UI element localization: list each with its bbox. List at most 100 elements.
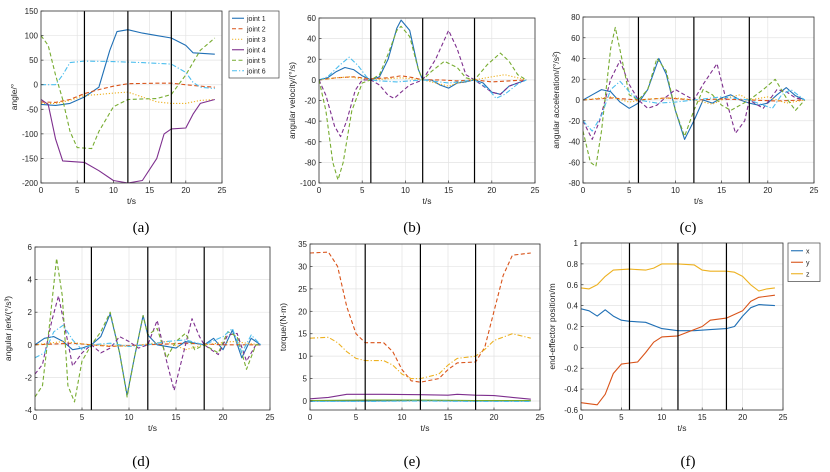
x-axis-label: t/s <box>678 423 687 433</box>
x-tick-label: 10 <box>671 186 680 195</box>
y-tick-label: 10 <box>298 352 307 361</box>
y-tick-label: 60 <box>571 34 580 43</box>
panel-caption: (f) <box>681 454 696 470</box>
x-axis-label: t/s <box>694 196 703 206</box>
x-tick-label: 0 <box>581 186 586 195</box>
legend-label: joint 3 <box>246 37 266 44</box>
y-axis-label: angular jerk/(°/s³) <box>3 296 13 361</box>
series-line-joint-4 <box>310 393 531 400</box>
x-tick-label: 20 <box>487 186 496 195</box>
x-tick-label: 0 <box>308 413 313 422</box>
x-tick-label: 15 <box>444 186 453 195</box>
panel-caption: (b) <box>403 220 421 236</box>
y-tick-label: 15 <box>298 330 307 339</box>
y-tick-label: 25 <box>298 285 307 294</box>
y-tick-label: -50 <box>26 105 38 114</box>
chart-d: 0 5 10 15 20 25 -4 -2 0 2 4 6 t/s angular jerk/(°/s³)… <box>3 243 275 470</box>
series-line-joint-6 <box>319 56 527 99</box>
y-tick-label: 0.8 <box>567 260 579 269</box>
y-tick-label: -200 <box>22 179 39 188</box>
x-tick-label: 10 <box>109 186 118 195</box>
y-tick-label: -20 <box>568 117 580 126</box>
y-tick-label: 35 <box>298 240 307 249</box>
plot-frame <box>309 243 541 411</box>
series-line-joint-1 <box>35 313 261 396</box>
series-line-joint-3 <box>310 333 531 380</box>
x-tick-label: 5 <box>360 186 365 195</box>
legend-box <box>228 10 280 79</box>
legend-label: joint 1 <box>246 16 266 23</box>
series-line-joint-5 <box>319 25 527 181</box>
y-tick-label: -40 <box>568 138 580 147</box>
y-tick-label: 0 <box>34 81 39 90</box>
series-line-joint-3 <box>35 340 261 351</box>
y-tick-label: 2 <box>28 308 33 317</box>
series-line-y <box>581 294 775 406</box>
y-tick-label: -2 <box>25 373 33 382</box>
x-tick-label: 0 <box>317 186 322 195</box>
chart-c: 0 5 10 15 20 25 -80 -60 -40 -20 0 20 40 60 80 t/s angula… <box>551 13 819 236</box>
x-tick-label: 15 <box>172 413 181 422</box>
legend-label: joint 5 <box>246 58 266 65</box>
x-tick-label: 5 <box>627 186 632 195</box>
chart-b: 0 5 10 15 20 25 -100 -80 -60 -40 -20 0 20 40 60 t/s angu… <box>287 14 540 236</box>
series-group <box>319 19 527 181</box>
y-tick-label: 4 <box>28 276 33 285</box>
plot-frame <box>40 10 223 184</box>
panel-caption: (a) <box>133 220 150 236</box>
series-group <box>581 263 775 406</box>
y-axis-label: angular acceleration/(°/s²) <box>551 51 561 149</box>
series-line-joint-5 <box>41 35 216 150</box>
x-tick-label: 15 <box>145 186 154 195</box>
series-line-joint-2 <box>41 82 215 103</box>
y-tick-label: 80 <box>571 13 580 22</box>
x-tick-label: 20 <box>490 413 499 422</box>
x-tick-label: 5 <box>75 186 80 195</box>
y-tick-label: -60 <box>304 138 316 147</box>
x-axis-label: t/s <box>421 423 430 433</box>
y-tick-label: 0 <box>312 76 317 85</box>
y-tick-label: -80 <box>568 179 580 188</box>
y-tick-label: 20 <box>571 75 580 84</box>
chart-a: 0 5 10 15 20 25 -200 -150 -100 -50 0 50 100 150 t/s ang… <box>9 7 280 236</box>
x-tick-label: 10 <box>657 413 666 422</box>
series-group <box>41 29 216 183</box>
series-line-z <box>581 263 775 292</box>
y-tick-label: -20 <box>304 97 316 106</box>
series-line-joint-6 <box>35 324 261 359</box>
series-line-joint-3 <box>319 74 527 87</box>
legend-label: joint 4 <box>246 47 266 54</box>
plot-area <box>41 11 222 183</box>
series-line-joint-3 <box>583 94 805 105</box>
series-line-joint-5 <box>35 257 261 403</box>
y-tick-label: 30 <box>298 262 307 271</box>
y-tick-label: -4 <box>25 406 33 415</box>
x-tick-label: 25 <box>218 186 227 195</box>
x-tick-label: 25 <box>531 186 540 195</box>
y-tick-label: 150 <box>25 7 39 16</box>
y-tick-label: 0 <box>576 96 581 105</box>
y-tick-label: 1 <box>574 239 579 248</box>
x-tick-label: 25 <box>779 413 788 422</box>
x-tick-label: 15 <box>698 413 707 422</box>
x-tick-label: 0 <box>39 186 44 195</box>
series-line-joint-1 <box>319 19 527 95</box>
x-axis-label: t/s <box>127 196 136 206</box>
y-tick-label: 40 <box>307 35 316 44</box>
x-tick-label: 0 <box>579 413 584 422</box>
legend: joint 1 joint 2 joint 3 joint 4 joint 5 joint… <box>228 10 280 79</box>
y-tick-label: 40 <box>571 55 580 64</box>
y-tick-label: 0 <box>574 343 579 352</box>
y-tick-label: -40 <box>304 117 316 126</box>
y-axis-label: torque/(N·m) <box>278 303 288 351</box>
y-tick-label: -60 <box>568 158 580 167</box>
series-line-joint-4 <box>319 29 527 138</box>
y-tick-label: -0.2 <box>564 364 578 373</box>
y-tick-label: 100 <box>25 32 39 41</box>
legend-label: x <box>806 248 810 255</box>
plot-area <box>310 244 540 410</box>
x-tick-label: 20 <box>181 186 190 195</box>
y-tick-label: 20 <box>307 55 316 64</box>
x-tick-label: 10 <box>398 413 407 422</box>
